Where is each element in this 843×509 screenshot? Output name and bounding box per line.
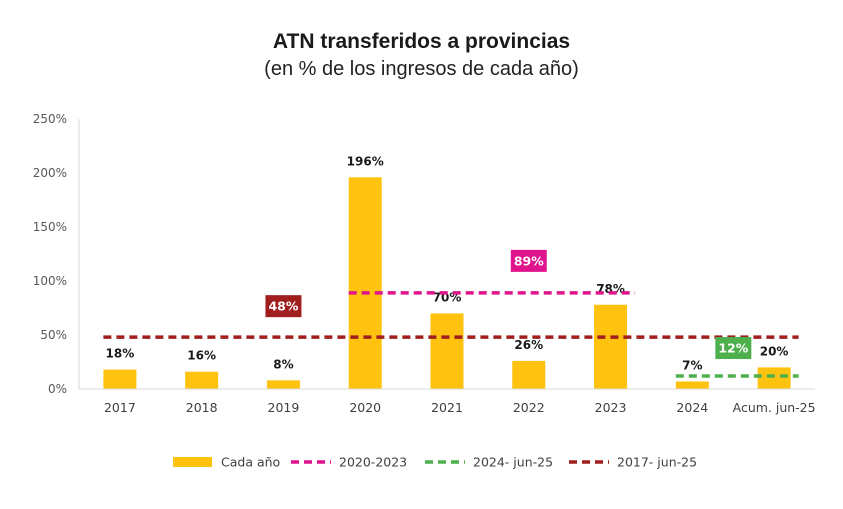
x-tick-label: 2019 [268,400,300,415]
bar-2022 [512,360,546,389]
x-tick-label: 2018 [186,400,218,415]
y-tick-label: 150% [33,220,67,234]
data-label: 8% [273,357,293,371]
y-tick-label: 100% [33,274,67,288]
bar-2023 [594,304,628,389]
bar-2019 [266,380,300,389]
bar-2020 [348,177,382,389]
bar-2018 [185,371,219,389]
x-tick-label: 2021 [431,400,463,415]
chart-subtitle: (en % de los ingresos de cada año) [264,58,579,80]
bar-2024 [675,381,709,389]
avg-value-label: 12% [718,341,748,356]
legend-label: Cada año [221,455,280,470]
y-tick-label: 0% [48,382,67,396]
y-tick-label: 50% [40,328,67,342]
bar-2017 [103,369,137,389]
x-tick-label: 2017 [104,400,136,415]
avg-value-box [715,337,752,360]
x-tick-label: Acum. jun-25 [733,400,816,415]
avg-value-label: 89% [514,253,544,268]
avg-value-label: 48% [268,299,298,314]
data-label: 26% [514,338,543,352]
data-label: 16% [187,349,216,363]
data-label: 18% [106,347,135,361]
legend-label: 2020-2023 [339,455,407,470]
data-label: 7% [682,358,702,372]
chart-title: ATN transferidos a provincias [272,30,571,53]
x-tick-label: 2022 [513,400,545,415]
data-label: 20% [760,344,789,358]
x-tick-label: 2024 [676,400,708,415]
bar-acum-jun-25 [757,367,791,389]
x-tick-label: 2020 [349,400,381,415]
legend-swatch-bar [173,457,212,467]
avg-value-box [510,249,547,272]
bar-2021 [430,313,464,389]
avg-value-box [265,295,302,318]
legend-label: 2017- jun-25 [617,455,697,470]
legend-label: 2024- jun-25 [473,455,553,470]
data-label: 196% [347,154,384,168]
y-tick-label: 200% [33,166,67,180]
y-tick-label: 250% [33,112,67,126]
x-tick-label: 2023 [595,400,627,415]
